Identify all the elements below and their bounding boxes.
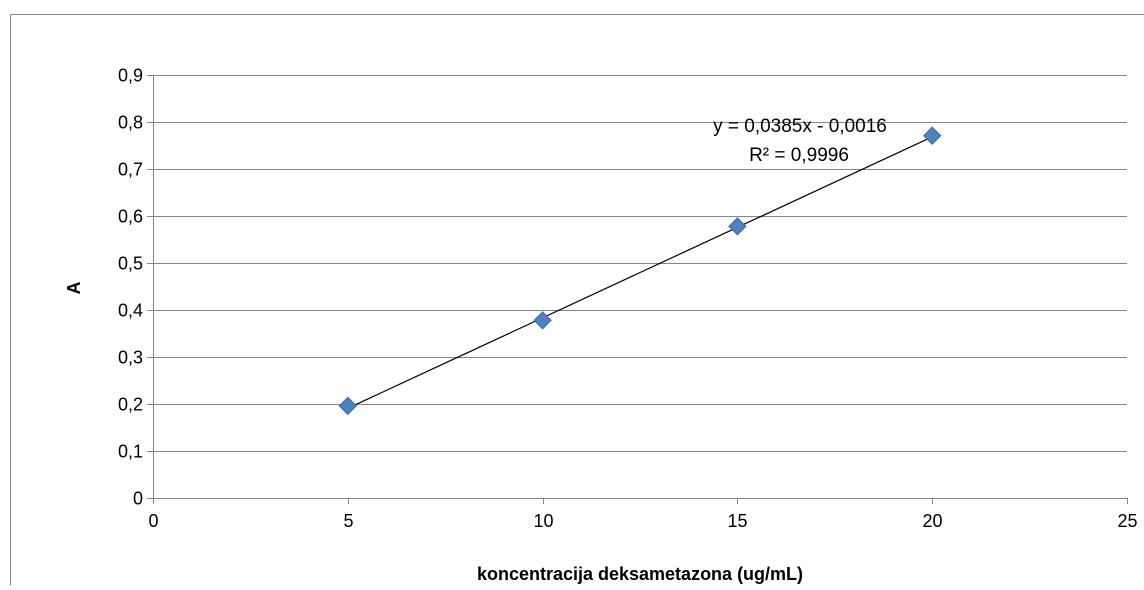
y-tick-label: 0,7 [118, 160, 143, 180]
x-tick-label: 15 [727, 511, 747, 531]
x-tick-label: 25 [1117, 511, 1137, 531]
y-axis-label: A [64, 282, 84, 295]
r-squared-label: R² = 0,9996 [749, 145, 849, 166]
y-tick-label: 0,8 [118, 113, 143, 133]
x-tick-label: 5 [343, 511, 353, 531]
x-tick-label: 20 [922, 511, 942, 531]
y-tick-label: 0,2 [118, 395, 143, 415]
y-tick-label: 0,4 [118, 301, 143, 321]
x-axis-label: koncentracija deksametazona (ug/mL) [477, 564, 803, 584]
y-tick-label: 0,3 [118, 348, 143, 368]
y-tick-label: 0,6 [118, 207, 143, 227]
y-tick-label: 0,9 [118, 66, 143, 86]
trendline-equation: y = 0,0385x - 0,0016 [713, 116, 887, 137]
y-tick-label: 0,5 [118, 254, 143, 274]
y-tick-label: 0 [133, 489, 143, 509]
x-tick-label: 0 [148, 511, 158, 531]
chart-border [11, 15, 1144, 586]
y-tick-label: 0,1 [118, 442, 143, 462]
x-tick-label: 10 [533, 511, 553, 531]
